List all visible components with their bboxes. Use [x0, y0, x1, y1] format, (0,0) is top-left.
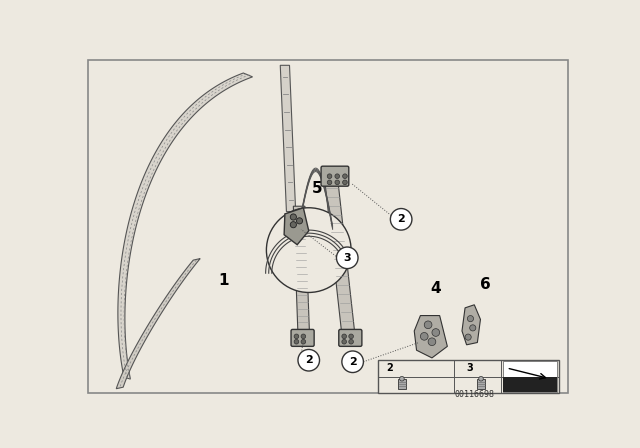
- Circle shape: [399, 376, 404, 381]
- Text: 2: 2: [397, 214, 405, 224]
- Text: 2: 2: [386, 363, 393, 373]
- Circle shape: [342, 174, 348, 178]
- Circle shape: [424, 321, 432, 329]
- Text: 00116698: 00116698: [454, 390, 494, 399]
- Circle shape: [342, 180, 348, 185]
- FancyBboxPatch shape: [321, 166, 349, 186]
- Polygon shape: [284, 208, 308, 245]
- Polygon shape: [293, 206, 310, 335]
- Circle shape: [298, 349, 319, 371]
- Text: 1: 1: [219, 273, 229, 289]
- Circle shape: [342, 334, 346, 339]
- Circle shape: [420, 332, 428, 340]
- Polygon shape: [414, 315, 447, 358]
- Circle shape: [349, 340, 353, 344]
- Circle shape: [291, 222, 296, 228]
- Circle shape: [479, 376, 483, 381]
- Circle shape: [327, 180, 332, 185]
- Text: 3: 3: [344, 253, 351, 263]
- Bar: [502, 377, 557, 392]
- Bar: [378, 360, 559, 392]
- Circle shape: [294, 340, 299, 344]
- Circle shape: [266, 208, 351, 293]
- Circle shape: [301, 334, 306, 339]
- Circle shape: [470, 325, 476, 331]
- Text: 2: 2: [349, 357, 356, 367]
- Bar: [477, 379, 485, 389]
- Text: 5: 5: [312, 181, 323, 196]
- Circle shape: [335, 174, 340, 178]
- Circle shape: [296, 218, 303, 224]
- Bar: [398, 379, 406, 389]
- Circle shape: [349, 334, 353, 339]
- Circle shape: [327, 174, 332, 178]
- Polygon shape: [118, 73, 253, 379]
- Circle shape: [335, 180, 340, 185]
- Circle shape: [467, 315, 474, 322]
- Text: 3: 3: [466, 363, 473, 373]
- Polygon shape: [324, 175, 355, 335]
- Circle shape: [294, 334, 299, 339]
- Circle shape: [428, 338, 436, 345]
- Polygon shape: [116, 258, 200, 389]
- Circle shape: [301, 340, 306, 344]
- Circle shape: [337, 247, 358, 269]
- Circle shape: [342, 351, 364, 373]
- Polygon shape: [462, 305, 481, 345]
- Circle shape: [390, 208, 412, 230]
- Circle shape: [291, 214, 296, 220]
- Circle shape: [342, 340, 346, 344]
- Circle shape: [432, 329, 440, 336]
- Text: 2: 2: [305, 355, 312, 365]
- FancyBboxPatch shape: [291, 329, 314, 346]
- Text: 4: 4: [431, 281, 441, 296]
- Text: 6: 6: [481, 277, 492, 292]
- Circle shape: [465, 334, 471, 340]
- Bar: [502, 361, 557, 392]
- FancyBboxPatch shape: [339, 329, 362, 346]
- Polygon shape: [280, 65, 296, 211]
